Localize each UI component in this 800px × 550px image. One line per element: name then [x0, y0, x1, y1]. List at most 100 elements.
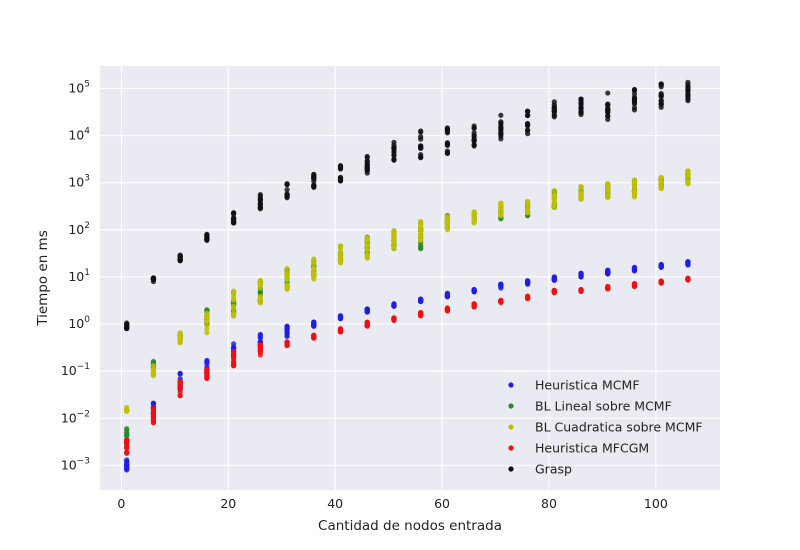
data-point	[498, 130, 504, 136]
data-point	[257, 335, 263, 341]
data-point	[578, 286, 584, 293]
data-point	[418, 218, 424, 225]
data-point	[231, 306, 237, 312]
data-point	[551, 274, 557, 280]
data-point	[124, 404, 130, 410]
data-point	[150, 406, 157, 412]
data-point	[605, 90, 611, 96]
data-point	[605, 194, 611, 200]
y-tick-base: 10	[68, 128, 84, 143]
data-point	[391, 152, 397, 159]
data-point	[311, 261, 317, 267]
data-point	[524, 206, 531, 212]
data-point	[471, 142, 477, 148]
data-point	[685, 172, 691, 178]
y-tick-exponent: 2	[84, 221, 90, 231]
legend-marker	[508, 382, 514, 388]
y-tick-exponent: −2	[77, 409, 90, 419]
data-point	[658, 94, 664, 100]
y-tick-base: 10	[61, 457, 77, 472]
y-tick-label: 103	[68, 174, 90, 190]
data-point	[418, 309, 424, 316]
data-point	[124, 320, 130, 326]
data-point	[524, 122, 531, 129]
data-point	[177, 335, 183, 341]
data-point	[337, 163, 344, 169]
data-point	[284, 266, 290, 272]
y-tick-base: 10	[68, 175, 84, 190]
data-point	[524, 278, 531, 284]
data-point	[257, 282, 263, 288]
data-point	[204, 316, 210, 322]
data-point	[364, 246, 370, 252]
data-point	[418, 134, 424, 140]
data-point	[524, 127, 531, 133]
data-point	[551, 105, 557, 112]
y-tick-base: 10	[68, 269, 84, 284]
data-point	[391, 157, 397, 163]
data-point	[551, 200, 557, 206]
data-point	[471, 138, 477, 144]
plot-area	[100, 66, 720, 490]
y-tick-exponent: −3	[77, 456, 90, 466]
data-point	[257, 205, 263, 211]
y-tick-base: 10	[68, 80, 84, 95]
series-heuristica-mfcgm	[124, 275, 691, 456]
data-point	[337, 257, 344, 263]
y-tick-label: 105	[68, 79, 90, 95]
data-point	[471, 209, 477, 215]
data-point	[444, 221, 451, 227]
y-tick-label: 104	[68, 127, 90, 143]
data-point	[364, 319, 370, 325]
data-point	[605, 108, 611, 114]
data-point	[391, 139, 397, 145]
data-point	[444, 214, 451, 220]
data-point	[524, 293, 531, 299]
data-point	[204, 330, 210, 336]
data-point	[498, 281, 504, 287]
data-point	[364, 242, 370, 248]
data-point	[337, 249, 344, 255]
x-tick-label: 0	[117, 496, 125, 511]
data-point	[204, 357, 210, 363]
data-point	[364, 306, 370, 312]
data-point	[498, 212, 504, 218]
data-point	[578, 270, 584, 276]
data-point	[658, 101, 664, 107]
data-point	[551, 187, 557, 194]
data-point	[685, 259, 691, 265]
data-point	[337, 178, 344, 184]
data-point	[685, 79, 691, 85]
data-point	[150, 372, 157, 378]
data-point	[658, 174, 664, 180]
data-point	[177, 330, 183, 336]
data-point	[337, 313, 344, 319]
data-point	[284, 330, 290, 336]
data-point	[124, 437, 130, 443]
data-point	[231, 210, 237, 216]
data-point	[605, 267, 611, 273]
data-point	[364, 251, 370, 257]
data-point	[284, 181, 290, 187]
data-point	[204, 366, 210, 372]
data-point	[204, 236, 210, 242]
data-point	[284, 191, 290, 197]
legend-marker	[508, 424, 514, 430]
y-tick-exponent: 0	[84, 315, 90, 325]
data-point	[471, 301, 477, 307]
data-point	[284, 273, 290, 280]
data-point	[658, 81, 664, 87]
data-point	[124, 431, 130, 437]
y-tick-label: 10−3	[61, 456, 90, 472]
data-point	[231, 341, 237, 347]
y-tick-exponent: 1	[84, 268, 90, 278]
data-point	[551, 99, 557, 105]
data-point	[685, 91, 691, 98]
data-point	[418, 226, 424, 233]
data-point	[257, 331, 263, 338]
data-point	[605, 101, 611, 108]
data-point	[418, 143, 424, 149]
data-point	[444, 142, 451, 149]
data-point	[311, 256, 317, 262]
data-point	[685, 96, 691, 102]
